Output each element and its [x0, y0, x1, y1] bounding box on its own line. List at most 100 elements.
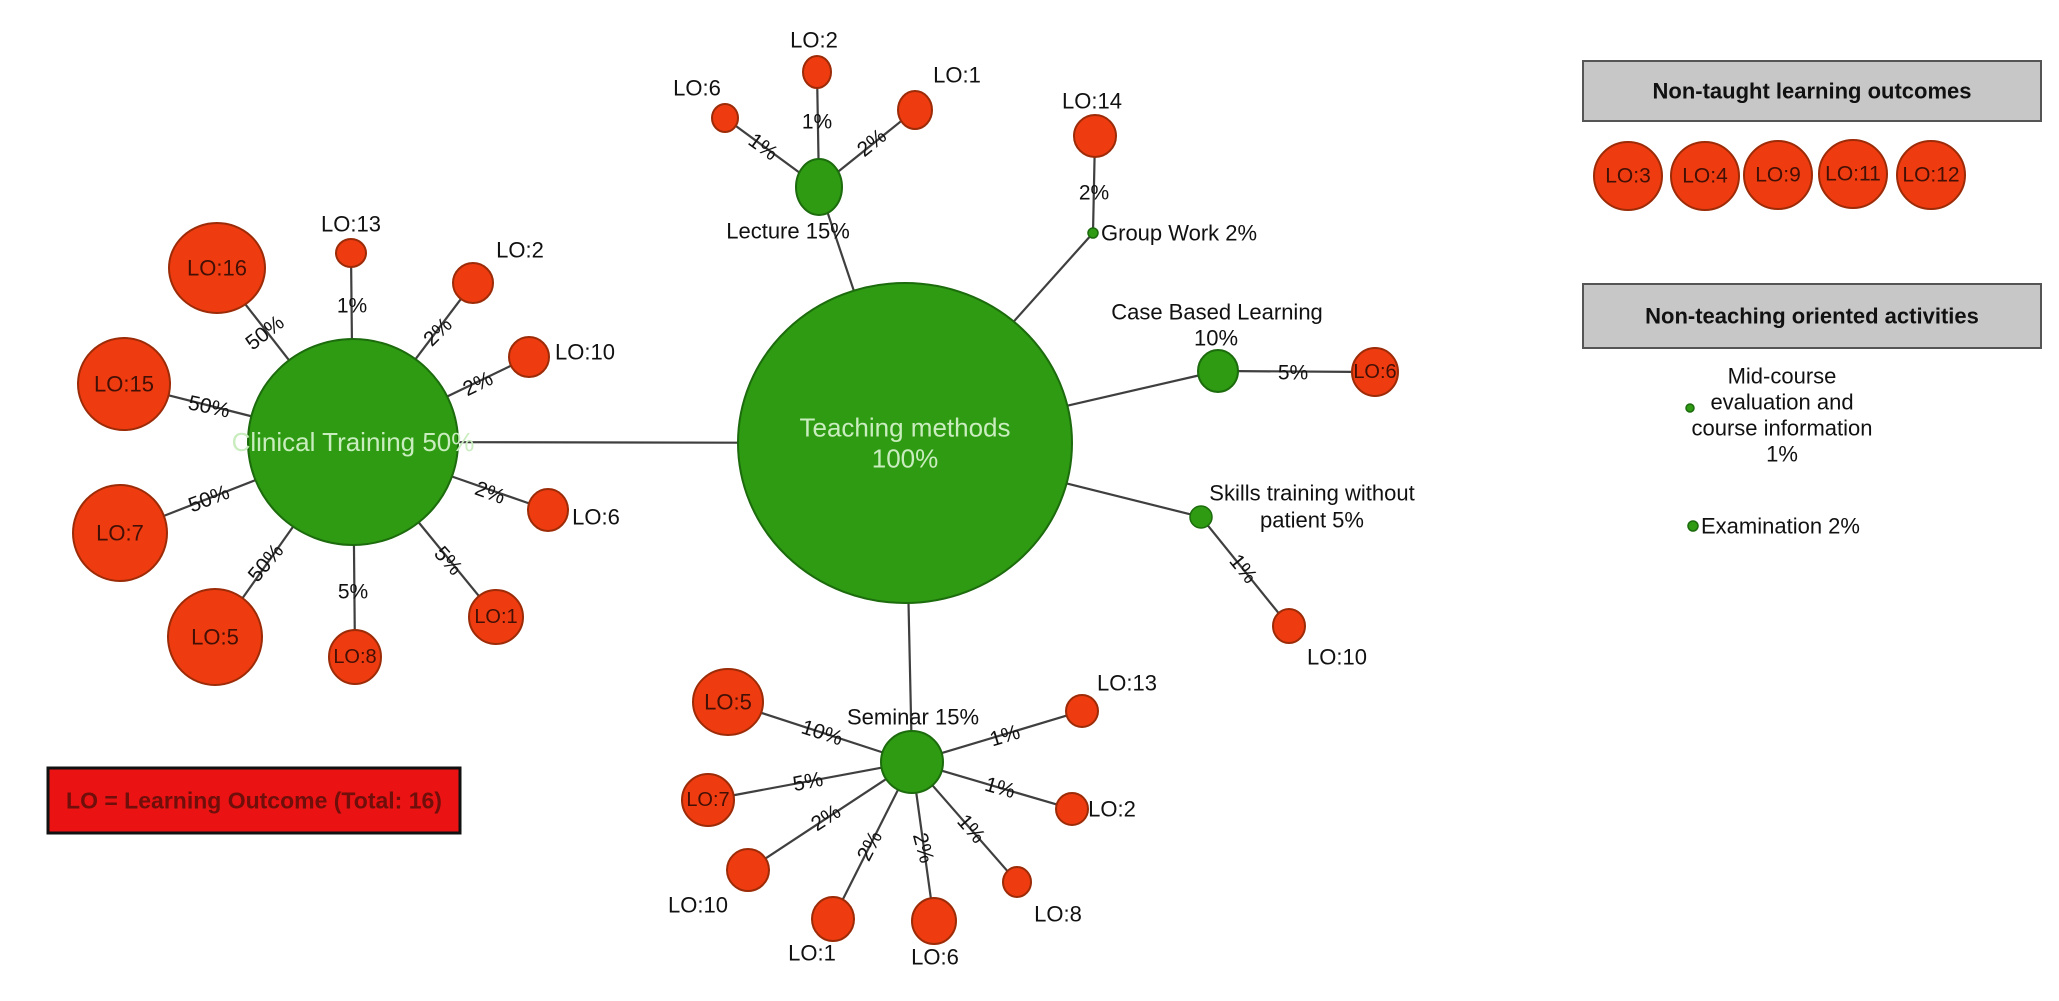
- node-ext-label-3-lo-6: LO:6: [572, 505, 620, 530]
- node-lec-lo1: [897, 90, 933, 130]
- node-nt-lo4: [1670, 141, 1740, 211]
- edge-percent-label-10-1: 1%: [744, 129, 782, 165]
- node-ct-lo8-label: LO:8: [333, 646, 376, 668]
- edge-clinical-training--ct-lo2: [414, 298, 462, 360]
- node-ct-lo13: [335, 238, 367, 268]
- edge-percent-label-1-1: 1%: [337, 295, 367, 318]
- node-sem-lo13: [1065, 694, 1099, 728]
- midcourse-evaluation-line-0: Mid-course: [1728, 364, 1837, 389]
- node-sem-lo10: [726, 848, 770, 892]
- edge-clinical-training--ct-lo5: [241, 525, 295, 599]
- node-ext-label-15-seminar-15: Seminar 15%: [847, 705, 979, 730]
- edge-percent-label-17-5: 5%: [791, 768, 825, 796]
- edge-percent-label-4-50: 50%: [186, 391, 232, 422]
- legend-box: [46, 766, 462, 835]
- edge-clinical-training--ct-lo15: [168, 394, 252, 418]
- edges-layer: [163, 87, 1353, 901]
- node-ext-label-5-lo-2: LO:2: [790, 28, 838, 53]
- node-ext-label-4-lo-6: LO:6: [673, 76, 721, 101]
- node-ext-label-11-10: 10%: [1194, 326, 1238, 351]
- node-lec-lo6: [711, 103, 739, 133]
- edge-percent-label-16-10: 10%: [798, 716, 845, 751]
- panel-non-teaching-box: [1582, 283, 2042, 349]
- node-ct-lo7: [72, 484, 168, 582]
- edge-clinical-training--ct-lo10: [446, 364, 512, 398]
- edge-seminar--sem-lo10: [764, 778, 887, 860]
- node-ct-lo7-label: LO:7: [96, 521, 144, 546]
- node-ct-lo1-label: LO:1: [474, 606, 517, 628]
- node-sem-lo5-label: LO:5: [704, 690, 752, 715]
- node-ct-lo5-label: LO:5: [191, 625, 239, 650]
- edge-clinical-training--teaching-methods: [457, 441, 739, 444]
- node-nt-lo11-label: LO:11: [1825, 163, 1881, 186]
- edge-clinical-training--ct-lo7: [163, 479, 256, 517]
- edge-percent-label-5-50: 50%: [185, 481, 232, 518]
- node-ext-label-0-lo-13: LO:13: [321, 212, 381, 237]
- edge-percent-label-3-2: 2%: [459, 367, 496, 401]
- node-ct-lo2: [452, 262, 494, 304]
- edge-gw-lo14--group-work: [1092, 156, 1096, 229]
- edge-lecture--lec-lo2: [816, 87, 820, 160]
- node-teaching-methods-label: Teaching methods 100%: [799, 413, 1010, 474]
- node-teaching-methods: [737, 282, 1073, 604]
- edge-seminar--sem-lo13: [941, 714, 1067, 755]
- node-lecture: [795, 158, 843, 216]
- examination-label: Examination 2%: [1701, 514, 1860, 539]
- edge-percent-label-22-1: 1%: [982, 773, 1018, 803]
- edge-percent-label-13-2: 2%: [1079, 182, 1109, 205]
- edge-lecture--lec-lo6: [735, 124, 800, 174]
- node-ct-lo16-label: LO:16: [187, 256, 247, 281]
- node-ct-lo5: [167, 588, 263, 686]
- edge-percent-label-19-2: 2%: [853, 827, 887, 864]
- edge-clinical-training--ct-lo6: [451, 475, 530, 505]
- edge-percent-label-15-1: 1%: [1225, 550, 1262, 588]
- node-clinical-training: [247, 338, 459, 546]
- node-ct-lo10: [508, 336, 550, 378]
- edge-percent-label-23-1: 1%: [987, 721, 1023, 752]
- node-ext-label-6-lo-1: LO:1: [933, 63, 981, 88]
- node-ext-label-21-lo-13: LO:13: [1097, 671, 1157, 696]
- node-cbl-lo6: [1351, 347, 1399, 397]
- edge-percent-label-7-5: 5%: [338, 581, 368, 604]
- node-lec-lo2: [802, 55, 832, 89]
- node-ext-label-17-lo-1: LO:1: [788, 941, 836, 966]
- edge-seminar--sem-lo2: [941, 769, 1057, 806]
- edge-clinical-training--ct-lo16: [244, 303, 290, 361]
- midcourse-evaluation-line-3: 1%: [1766, 442, 1798, 467]
- node-clinical-training-label: Clinical Training 50%: [232, 427, 475, 457]
- edge-percent-label-20-2: 2%: [908, 830, 938, 865]
- panel-non-taught-box: [1582, 60, 2042, 122]
- edge-teaching-methods--skills-training: [1066, 482, 1191, 516]
- edge-percent-label-0-50: 50%: [241, 311, 288, 355]
- edge-skills-training--sk-lo10: [1207, 524, 1280, 614]
- edge-seminar--sem-lo5: [760, 711, 883, 754]
- edge-teaching-methods--lecture: [826, 212, 855, 292]
- node-ext-label-19-lo-8: LO:8: [1034, 902, 1082, 927]
- node-ext-label-1-lo-2: LO:2: [496, 238, 544, 263]
- node-ct-lo16: [168, 222, 266, 314]
- node-sem-lo2: [1055, 792, 1089, 826]
- node-sem-lo1: [811, 896, 855, 942]
- node-sem-lo6: [911, 897, 957, 945]
- node-nt-lo9-label: LO:9: [1755, 164, 1801, 187]
- node-ext-label-13-patient-5: patient 5%: [1260, 508, 1364, 533]
- edge-teaching-methods--seminar: [907, 602, 913, 732]
- node-midcourse-dot: [1685, 403, 1695, 413]
- node-ct-lo8: [328, 629, 382, 685]
- node-cbl-lo6-label: LO:6: [1353, 361, 1396, 383]
- node-examination-dot: [1687, 520, 1699, 532]
- node-ext-label-12-skills-training-without: Skills training without: [1209, 481, 1414, 506]
- node-ext-label-14-lo-10: LO:10: [1307, 645, 1367, 670]
- edge-group-work--teaching-methods: [1012, 235, 1091, 323]
- node-ext-label-8-lecture-15: Lecture 15%: [726, 219, 850, 244]
- edge-clinical-training--ct-lo1: [417, 521, 480, 597]
- edge-case-based-learning--cbl-lo6: [1237, 370, 1353, 373]
- node-gw-lo14: [1073, 114, 1117, 158]
- edge-seminar--sem-lo1: [841, 789, 900, 901]
- edge-seminar--sem-lo8: [931, 784, 1009, 872]
- node-nt-lo9: [1743, 140, 1813, 210]
- legend-text: LO = Learning Outcome (Total: 16): [66, 788, 442, 814]
- edge-percent-label-18-2: 2%: [807, 800, 845, 836]
- nodes-layer: Clinical Training 50% Teaching methods 100…: [72, 55, 1966, 945]
